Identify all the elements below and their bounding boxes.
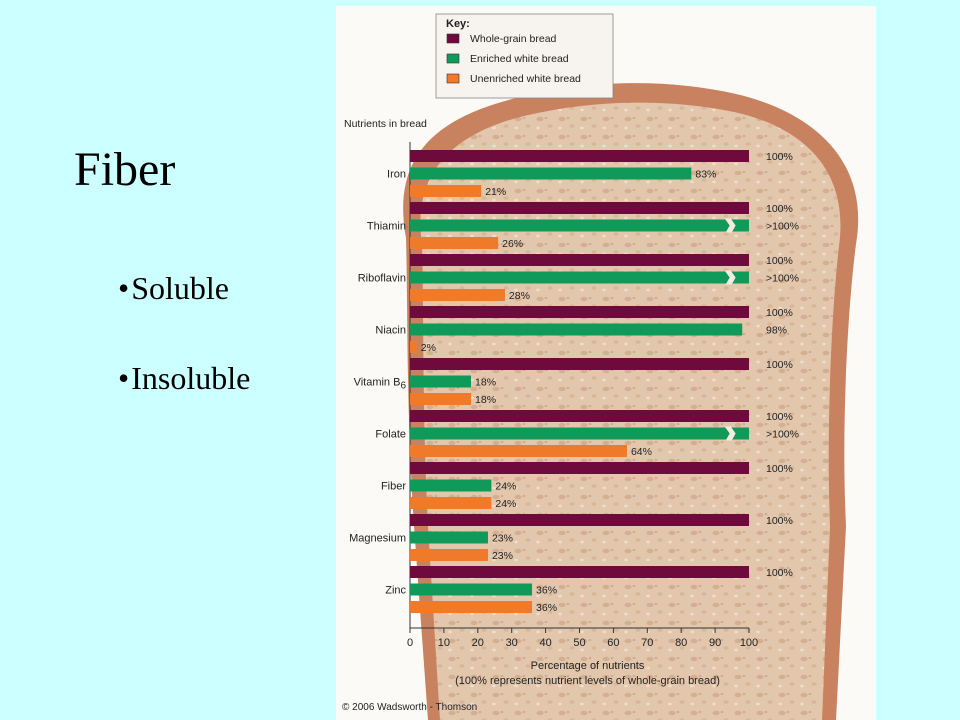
bar [410,289,505,301]
category-label: Magnesium [349,533,406,545]
category-label: Fiber [381,481,406,493]
x-tick-label: 70 [641,637,653,649]
legend-swatch [446,73,460,84]
bar [410,375,472,388]
x-tick-label: 80 [675,637,687,649]
data-label: 26% [502,238,523,250]
data-label: 100% [766,411,793,423]
data-label: 36% [536,602,557,614]
x-tick-label: 40 [539,637,551,649]
bar [410,531,488,544]
data-label: 98% [766,325,787,337]
bar-break-mark [724,270,736,285]
data-label: 21% [485,186,506,198]
bullet-list: •Soluble •Insoluble [118,266,250,446]
legend-box [435,13,614,99]
data-label: 64% [631,446,652,458]
x-tick-label: 30 [506,637,518,649]
x-tick-label: 90 [709,637,721,649]
bar [410,254,749,266]
bar [410,445,627,457]
bar [410,566,749,578]
data-label: 2% [421,342,436,354]
x-tick-label: 50 [573,637,585,649]
bar [410,479,492,492]
data-label: 18% [475,377,496,389]
legend-label: Unenriched white bread [470,73,581,85]
data-label: 100% [766,463,793,475]
bullet-label: Soluble [131,270,229,306]
x-tick-label: 60 [607,637,619,649]
category-label: Folate [375,429,406,441]
data-label: >100% [766,273,799,285]
data-label: 100% [766,151,793,163]
category-label: Vitamin B6 [354,377,407,392]
bar [410,271,749,284]
x-tick-label: 20 [472,637,484,649]
x-axis-note: (100% represents nutrient levels of whol… [455,675,720,687]
bar [410,497,492,509]
data-label: 100% [766,203,793,215]
bar [410,167,692,180]
category-label: Riboflavin [358,273,406,285]
category-label: Niacin [375,325,406,337]
bar [410,237,499,249]
slide-title: Fiber [74,143,176,196]
bullet-dot: • [118,270,130,306]
bar [410,150,749,162]
bar [410,202,749,214]
bar-break-mark [724,218,736,233]
bar [410,341,417,353]
data-label: 100% [766,307,793,319]
legend-label: Enriched white bread [470,53,569,65]
bar [410,549,488,561]
category-label: Zinc [385,585,406,597]
legend-label: Whole-grain bread [470,33,557,45]
x-axis-title: Percentage of nutrients [531,660,645,672]
categories-heading: Nutrients in bread [344,118,427,130]
bar [410,323,743,336]
bar [410,410,749,422]
data-label: 100% [766,567,793,579]
data-label: 36% [536,585,557,597]
bullet-label: Insoluble [131,360,251,396]
bar [410,601,533,613]
data-label: 83% [695,169,716,181]
bar [410,427,749,440]
data-label: 28% [509,290,530,302]
bullet-item-soluble: •Soluble [118,266,250,310]
data-label: 23% [492,550,513,562]
nutrient-bar-chart: Key:Whole-grain bread Enriched white brea… [344,13,859,720]
data-label: 24% [495,498,516,510]
bar [410,306,749,318]
x-tick-label: 10 [438,637,450,649]
bar [410,462,749,474]
data-label: 100% [766,359,793,371]
data-label: >100% [766,429,799,441]
bar [410,185,482,197]
bar [410,219,749,232]
data-label: 24% [495,481,516,493]
x-tick-label: 100 [740,637,758,649]
bar-break-mark [724,426,736,441]
data-label: 18% [475,394,496,406]
legend-title: Key: [446,18,470,30]
category-label: Iron [387,169,406,181]
x-tick-label: 0 [407,637,413,649]
category-label: Thiamin [367,221,406,233]
legend-swatch [446,53,460,64]
copyright-notice: © 2006 Wadsworth - Thomson [342,702,478,713]
data-label: 100% [766,515,793,527]
data-label: >100% [766,221,799,233]
bar [410,358,749,370]
bullet-dot: • [118,360,130,396]
bar [410,514,749,526]
bar [410,393,472,405]
bullet-item-insoluble: •Insoluble [118,356,250,400]
data-label: 23% [492,533,513,545]
legend-swatch [446,33,460,44]
data-label: 100% [766,255,793,267]
bar [410,583,533,596]
bread-nutrient-figure: Key: Whole-grain bread Enriched white brea… [336,6,876,720]
